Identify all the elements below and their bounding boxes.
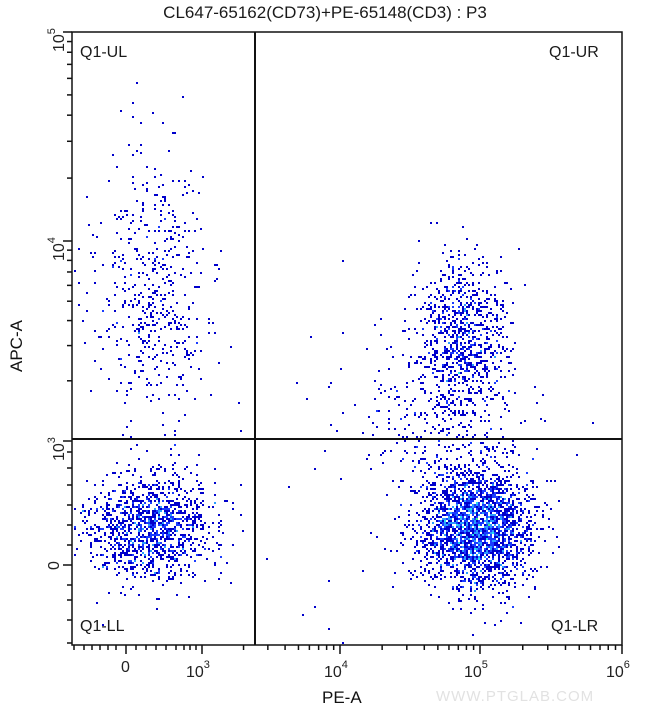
x-tick-label: 104	[324, 659, 348, 681]
x-tick-label: 0	[121, 659, 130, 676]
x-tick-label: 103	[186, 659, 210, 681]
scatter-points	[74, 82, 594, 644]
chart-title: CL647-65162(CD73)+PE-65148(CD3) : P3	[163, 3, 487, 22]
quadrant-label-upper-left: Q1-UL	[80, 44, 128, 61]
x-axis-ticks	[73, 645, 623, 654]
plot-frame	[71, 31, 623, 646]
y-tick-label: 0	[46, 561, 63, 570]
x-axis-label: PE-A	[322, 688, 362, 707]
y-axis-label: APC-A	[7, 320, 26, 372]
quadrant-label-upper-right: Q1-UR	[549, 44, 599, 61]
watermark: WWW.PTGLAB.COM	[436, 688, 595, 705]
quadrant-label-lower-left: Q1-LL	[80, 618, 125, 635]
quadrant-label-lower-right: Q1-LR	[551, 618, 599, 635]
x-tick-label: 106	[606, 659, 630, 681]
y-axis-ticks	[63, 31, 72, 644]
y-tick-label: 104	[46, 237, 68, 261]
x-tick-label: 105	[464, 659, 488, 681]
y-tick-label: 105	[46, 28, 68, 52]
y-tick-label: 103	[46, 437, 68, 461]
